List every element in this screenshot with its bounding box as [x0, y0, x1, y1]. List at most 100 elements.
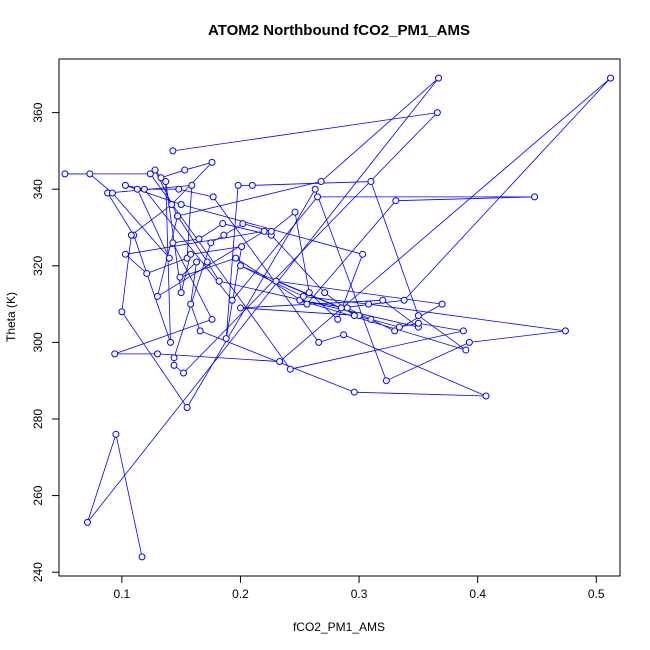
series-segment	[308, 292, 338, 320]
data-point	[321, 289, 329, 297]
data-point	[435, 74, 443, 82]
series-segment	[172, 112, 438, 152]
data-point	[337, 304, 345, 312]
x-axis: 0.1 0.2 0.3 0.4 0.5	[114, 575, 605, 601]
series-segment	[186, 189, 316, 408]
series-segment	[121, 235, 132, 312]
data-point	[133, 185, 141, 193]
series-segment	[206, 261, 220, 282]
series-segment	[418, 322, 464, 332]
series-segment	[172, 242, 213, 320]
data-point	[334, 315, 342, 323]
data-point	[400, 296, 408, 304]
data-point	[203, 258, 211, 266]
data-point	[317, 178, 325, 186]
x-tick-label: 0.5	[588, 587, 605, 601]
series-segment	[235, 257, 308, 305]
series-segment	[121, 311, 188, 408]
series-segment	[87, 434, 117, 523]
data-point	[187, 250, 195, 258]
series-segment	[198, 223, 223, 240]
data-point	[176, 273, 184, 281]
data-point	[343, 304, 351, 312]
data-point	[232, 254, 240, 262]
data-point	[187, 300, 195, 308]
data-point	[207, 239, 215, 247]
data-point	[166, 338, 174, 346]
data-point	[121, 250, 129, 258]
series-segment	[190, 303, 201, 332]
series-segment	[212, 196, 320, 343]
series-segment	[294, 212, 310, 293]
data-point	[174, 212, 182, 220]
series-segment	[341, 299, 405, 309]
data-point	[111, 350, 119, 358]
data-point	[170, 361, 178, 369]
data-point	[248, 181, 256, 189]
series-segment	[290, 330, 464, 370]
data-point	[531, 193, 539, 201]
data-point	[314, 193, 322, 201]
series-segment	[186, 185, 193, 259]
x-tick-label: 0.4	[469, 587, 486, 601]
data-point	[162, 178, 170, 186]
data-point	[311, 185, 319, 193]
series-segment	[223, 223, 244, 236]
series-segment	[179, 257, 236, 278]
data-point	[177, 289, 185, 297]
data-point	[392, 197, 400, 205]
y-tick-label: 340	[31, 179, 45, 199]
data-point	[195, 235, 203, 243]
data-point	[220, 231, 228, 239]
data-point	[108, 189, 116, 197]
data-point	[236, 304, 244, 312]
series-segment	[160, 169, 185, 179]
series-segment	[219, 280, 419, 328]
series-segment	[279, 77, 611, 362]
series-segment	[252, 181, 371, 186]
y-tick-label: 360	[31, 102, 45, 122]
series-segment	[225, 185, 239, 339]
x-axis-label: fCO2_PM1_AMS	[293, 620, 385, 634]
x-tick-label: 0.2	[232, 587, 249, 601]
data-point	[382, 377, 390, 385]
y-tick-label: 280	[31, 409, 45, 429]
data-point	[127, 231, 135, 239]
data-point	[462, 346, 470, 354]
data-point	[395, 323, 403, 331]
data-point	[175, 185, 183, 193]
data-point	[140, 185, 148, 193]
data-point	[83, 518, 91, 526]
data-point	[260, 227, 268, 235]
series-segment	[225, 246, 243, 339]
data-point	[459, 327, 467, 335]
data-point	[146, 170, 154, 178]
data-point	[359, 250, 367, 258]
series-segment	[240, 299, 383, 309]
data-point	[561, 327, 569, 335]
chart-title: ATOM2 Northbound fCO2_PM1_AMS	[208, 22, 470, 39]
data-point	[112, 430, 120, 438]
data-point	[170, 354, 178, 362]
series-segment	[184, 162, 213, 171]
data-point	[153, 350, 161, 358]
data-point	[607, 74, 615, 82]
data-point	[433, 109, 441, 117]
series-segment	[107, 192, 135, 236]
data-point	[222, 335, 230, 343]
data-point	[143, 269, 151, 277]
data-point	[267, 227, 275, 235]
data-point	[228, 296, 236, 304]
series-segment	[382, 299, 419, 328]
data-point	[414, 312, 422, 320]
data-point	[193, 258, 201, 266]
data-point	[86, 170, 94, 178]
data-point	[299, 292, 307, 300]
y-axis: 240 260 280 300 320 340 360	[31, 102, 60, 582]
series-segment	[136, 189, 170, 259]
data-point	[188, 181, 196, 189]
data-point	[367, 178, 375, 186]
series-segment	[370, 319, 400, 328]
series-segment	[231, 196, 318, 301]
